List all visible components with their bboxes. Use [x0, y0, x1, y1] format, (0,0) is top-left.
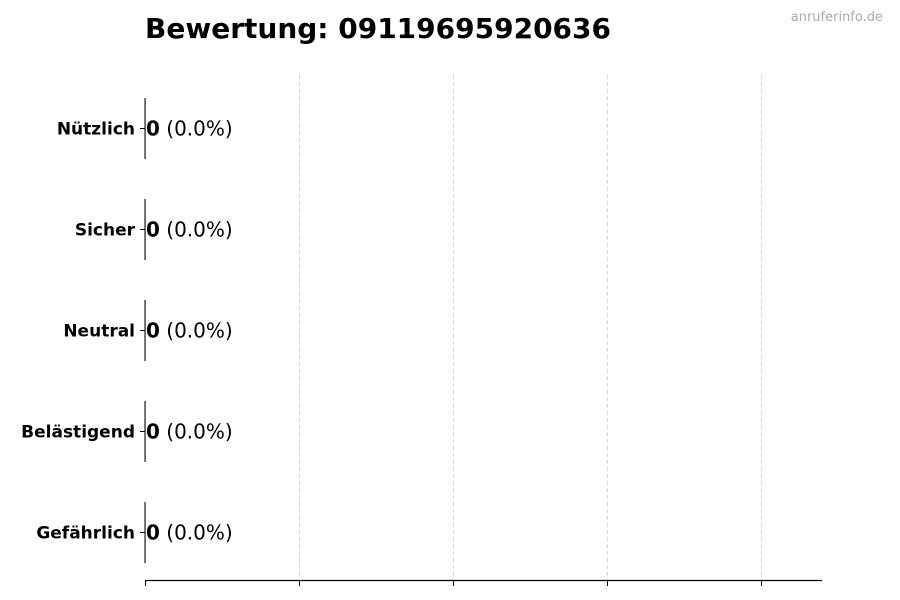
y-tick-label: Sicher	[75, 221, 136, 241]
data-label: 0 (0.0%)	[146, 319, 233, 343]
data-label: 0 (0.0%)	[146, 420, 233, 444]
watermark: anruferinfo.de	[790, 10, 883, 25]
data-label-percent: (0.0%)	[160, 117, 233, 141]
data-label-percent: (0.0%)	[160, 521, 233, 545]
y-tick-label: Neutral	[63, 322, 135, 342]
data-label-count: 0	[146, 117, 160, 141]
y-tick-label: Nützlich	[57, 120, 135, 140]
data-label-count: 0	[146, 218, 160, 242]
data-label: 0 (0.0%)	[146, 521, 233, 545]
data-label-count: 0	[146, 521, 160, 545]
data-label-count: 0	[146, 420, 160, 444]
data-label: 0 (0.0%)	[146, 117, 233, 141]
data-label-percent: (0.0%)	[160, 319, 233, 343]
y-tick-label: Gefährlich	[36, 524, 135, 544]
y-tick-label: Belästigend	[21, 423, 135, 443]
data-label-percent: (0.0%)	[160, 218, 233, 242]
data-label-percent: (0.0%)	[160, 420, 233, 444]
data-label-count: 0	[146, 319, 160, 343]
chart-title: Bewertung: 09119695920636	[145, 12, 611, 45]
data-label: 0 (0.0%)	[146, 218, 233, 242]
